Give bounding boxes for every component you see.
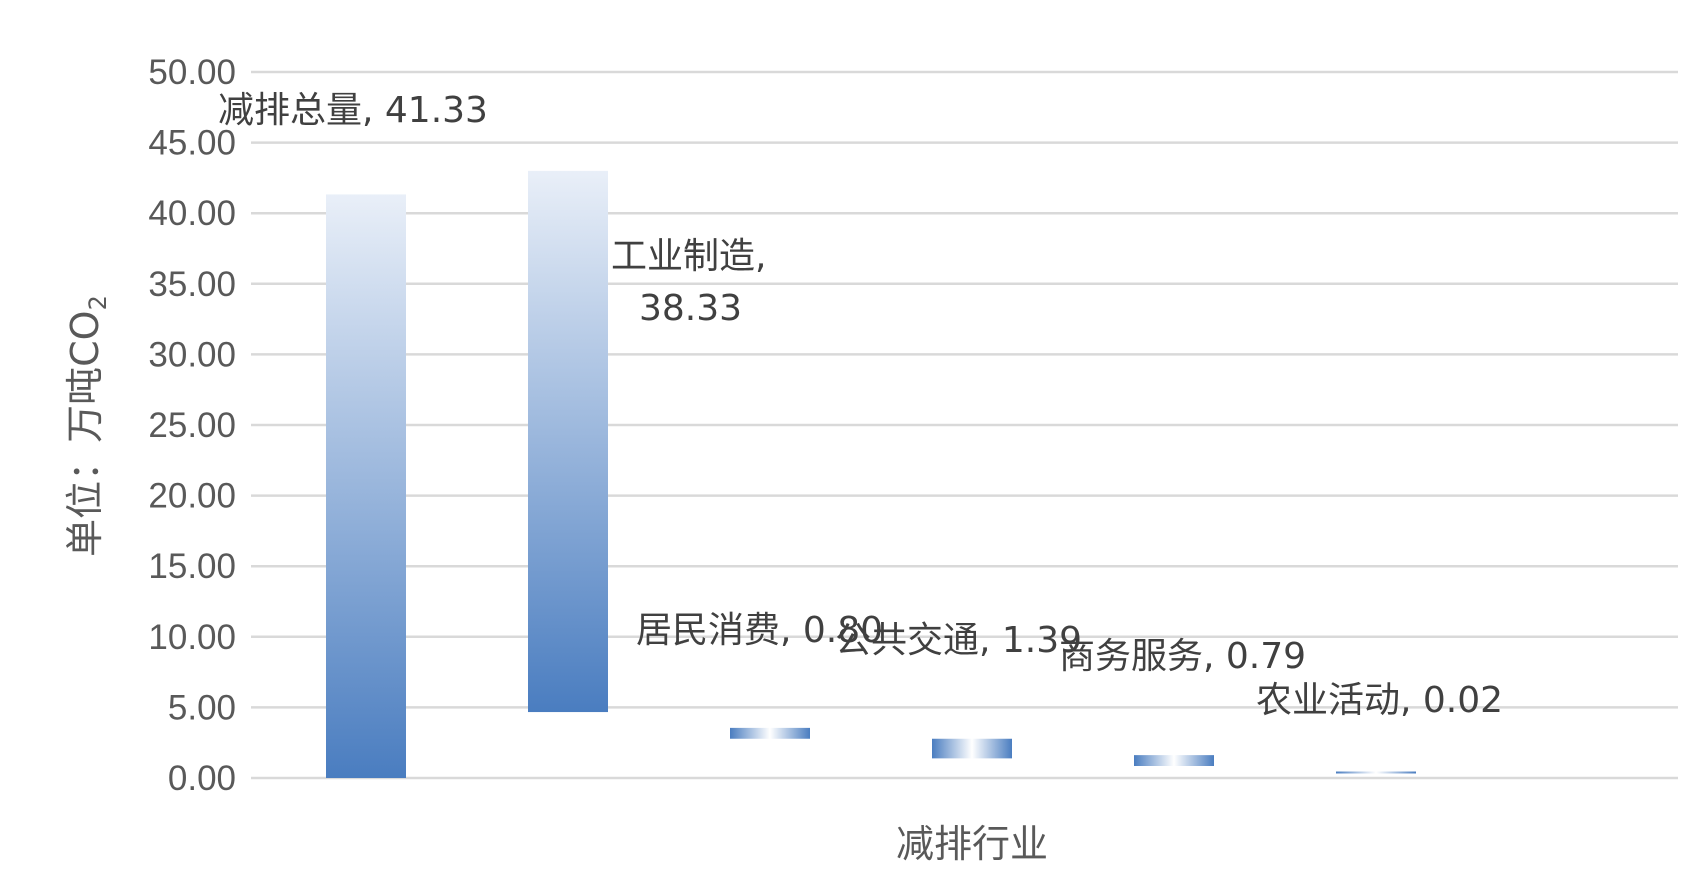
y-tick-labels: 0.00 5.00 10.00 15.00 20.00 25.00 30.00 35.00 40…	[148, 53, 236, 798]
y-tick-label: 50.00	[148, 53, 236, 92]
y-axis-title: 单位：万吨CO2	[63, 295, 112, 557]
data-label: 38.33	[639, 288, 742, 329]
data-label: 商务服务, 0.79	[1059, 636, 1306, 677]
y-tick-label: 10.00	[148, 618, 236, 657]
bar-1	[528, 170, 608, 713]
bar-3	[932, 738, 1012, 759]
bar-0	[326, 194, 406, 778]
x-axis-title: 减排行业	[896, 822, 1048, 866]
data-label: 居民消费, 0.80	[636, 610, 883, 651]
bar-4	[1134, 755, 1214, 766]
y-tick-label: 35.00	[148, 265, 236, 304]
y-tick-label: 25.00	[148, 406, 236, 445]
data-label: 农业活动, 0.02	[1256, 680, 1503, 721]
y-tick-label: 15.00	[148, 547, 236, 586]
y-tick-label: 0.00	[168, 759, 236, 798]
bar-5	[1336, 771, 1416, 774]
y-tick-label: 30.00	[148, 335, 236, 374]
y-tick-label: 5.00	[168, 688, 236, 727]
bars	[326, 170, 1416, 778]
bar-2	[730, 727, 810, 739]
data-label: 公共交通, 1.39	[835, 620, 1082, 661]
data-label: 工业制造,	[611, 236, 766, 277]
gridlines	[251, 70, 1678, 780]
data-label: 减排总量, 41.33	[218, 90, 488, 131]
y-tick-label: 45.00	[148, 124, 236, 163]
y-tick-label: 40.00	[148, 194, 236, 233]
y-tick-label: 20.00	[148, 477, 236, 516]
